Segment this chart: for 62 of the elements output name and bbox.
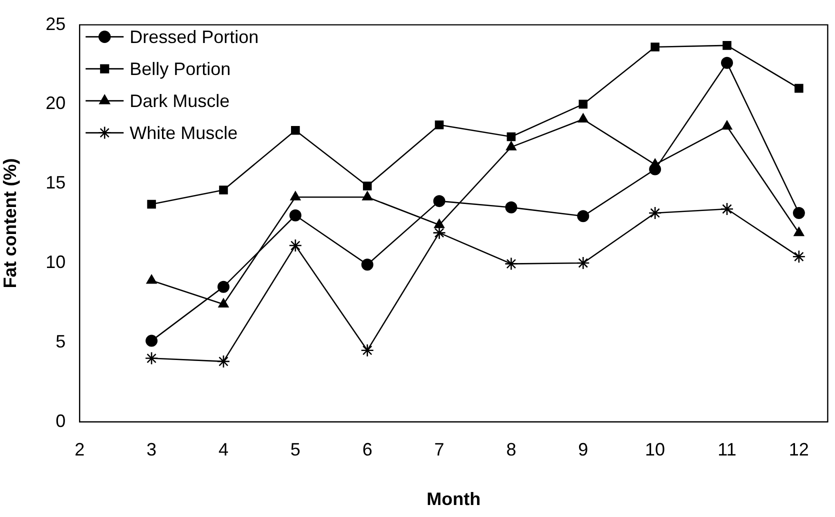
x-axis-title: Month [426,489,481,510]
point [576,256,590,270]
x-tick-label: 7 [434,440,444,460]
y-tick-label: 25 [46,14,66,34]
point [289,209,302,222]
point [146,334,158,347]
x-tick-label: 8 [506,440,516,460]
point [291,126,300,135]
point [794,84,804,93]
point [578,100,588,109]
point [434,218,445,228]
point [288,238,302,252]
point [432,226,446,240]
x-tick-label: 3 [146,440,157,460]
legend-label: Belly Portion [130,58,231,79]
point [290,191,301,200]
point [506,132,516,142]
point [722,120,732,130]
point [720,202,734,216]
point [433,195,446,208]
point [146,274,157,284]
y-tick-label: 10 [46,252,66,272]
x-tick-label: 11 [718,440,736,460]
point [506,141,516,150]
legend-label: Dark Muscle [130,90,230,111]
x-tick-label: 2 [74,440,85,460]
y-tick-label: 15 [46,172,66,193]
point [722,41,732,50]
x-tick-label: 6 [362,440,372,460]
point [217,280,230,293]
point [720,56,733,69]
point [792,250,806,264]
y-tick-label: 5 [56,331,66,352]
point [219,186,228,194]
legend-label: White Muscle [130,122,238,143]
point [361,258,374,271]
point [648,206,662,220]
y-tick-label: 20 [46,93,66,114]
point [147,200,156,209]
x-tick-label: 5 [290,440,300,460]
legend-label: Dressed Portion [130,26,259,47]
point [650,42,660,52]
y-tick-label: 0 [56,410,66,431]
point [577,210,590,222]
point [362,191,373,200]
point [504,257,518,270]
point [794,226,804,236]
point [650,158,660,168]
point [144,352,158,365]
point [578,113,588,123]
x-tick-label: 9 [578,440,588,460]
point [792,206,805,219]
x-tick-label: 10 [645,440,666,460]
point [216,354,230,368]
point [218,298,229,308]
point [362,182,372,190]
point [434,120,444,130]
point [360,344,374,357]
x-tick-label: 12 [788,440,809,460]
point [505,201,518,214]
x-tick-label: 4 [218,440,228,460]
y-axis-title: Fat content (%) [0,158,20,288]
